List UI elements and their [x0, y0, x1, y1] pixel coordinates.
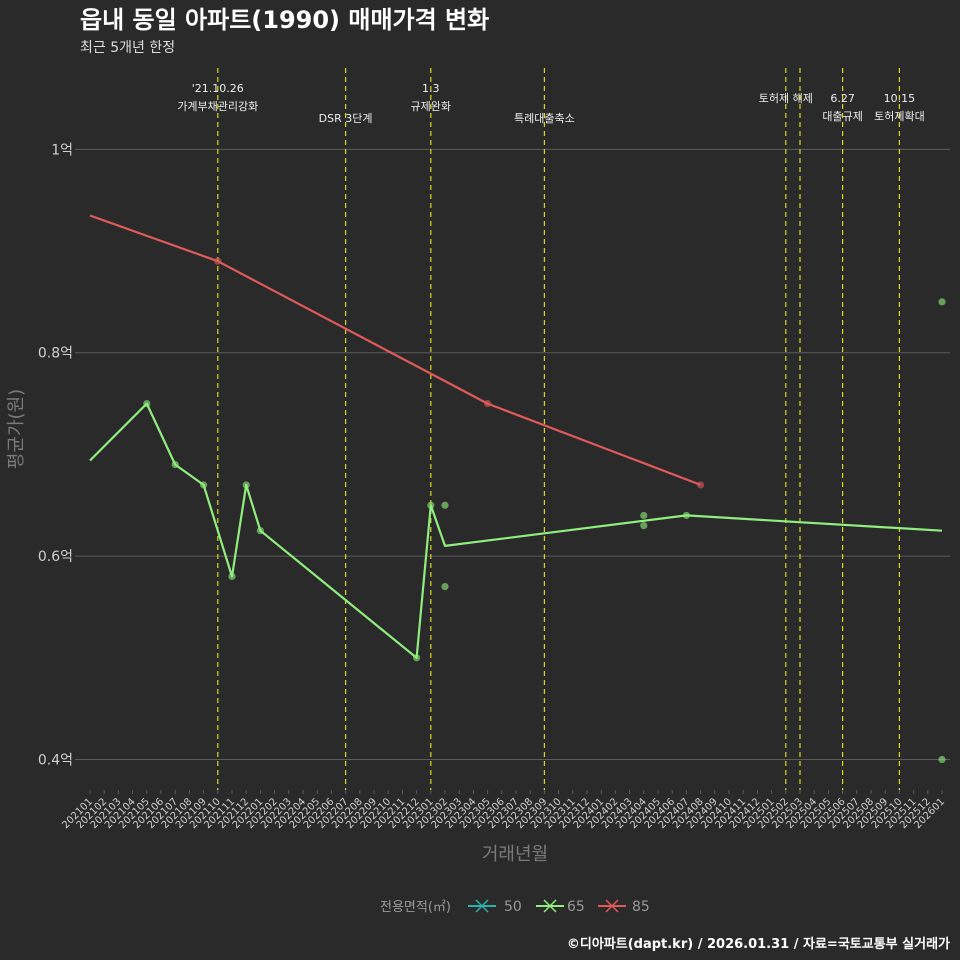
event-label: 6.27 — [830, 92, 855, 105]
data-point-65 — [171, 460, 179, 469]
y-tick-label: 0.8억 — [38, 346, 73, 362]
data-point-65 — [413, 654, 421, 662]
event-label: DSR 3단계 — [319, 112, 373, 125]
data-point-65 — [938, 755, 946, 764]
legend-label: 65 — [567, 899, 585, 915]
data-point-85 — [214, 257, 222, 265]
data-point-65 — [256, 527, 264, 535]
chart-title: 읍내 동일 아파트(1990) 매매가격 변화 — [80, 6, 489, 34]
y-tick-label: 1억 — [51, 142, 73, 158]
legend-title: 전용면적(㎡) — [380, 900, 451, 915]
y-tick-label: 0.4억 — [38, 752, 73, 768]
event-label: 가계부채관리강화 — [177, 100, 258, 113]
caption: ©디아파트(dapt.kr) / 2026.01.31 / 자료=국토교통부 실… — [567, 936, 950, 952]
data-point-85 — [697, 481, 705, 489]
series-line-85 — [89, 214, 701, 486]
x-axis-title: 거래년월 — [482, 844, 548, 865]
data-point-65 — [640, 522, 648, 530]
data-point-65 — [427, 501, 435, 509]
data-point-65 — [640, 511, 648, 520]
y-tick-label: 0.6억 — [38, 549, 73, 565]
event-label: 10.15 — [884, 92, 916, 105]
legend-swatch-cross — [605, 899, 619, 913]
series-line-65 — [89, 402, 943, 659]
event-label: 토허제 해제 — [759, 91, 813, 105]
event-label: 특례대출축소 — [514, 112, 575, 125]
data-point-65 — [938, 298, 946, 306]
data-point-85 — [484, 399, 492, 408]
event-label: 1.3 — [422, 82, 440, 95]
event-label: 규제완화 — [411, 100, 451, 113]
data-point-65 — [143, 399, 151, 408]
data-point-65 — [441, 501, 449, 509]
chart-subtitle: 최근 5개년 한정 — [80, 40, 175, 56]
data-point-65 — [242, 481, 250, 489]
data-point-65 — [228, 572, 236, 581]
data-point-65 — [441, 583, 449, 591]
event-label: 토허제확대 — [874, 110, 925, 123]
legend-swatch-cross — [543, 899, 557, 913]
y-axis-title: 평균가(원) — [6, 389, 27, 469]
data-point-65 — [200, 481, 208, 489]
legend-label: 50 — [504, 899, 522, 915]
data-point-65 — [682, 511, 691, 520]
legend-swatch-cross — [475, 899, 489, 913]
event-label: 대출규제 — [822, 110, 862, 123]
legend-label: 85 — [632, 899, 650, 915]
event-label: '21.10.26 — [192, 82, 244, 95]
